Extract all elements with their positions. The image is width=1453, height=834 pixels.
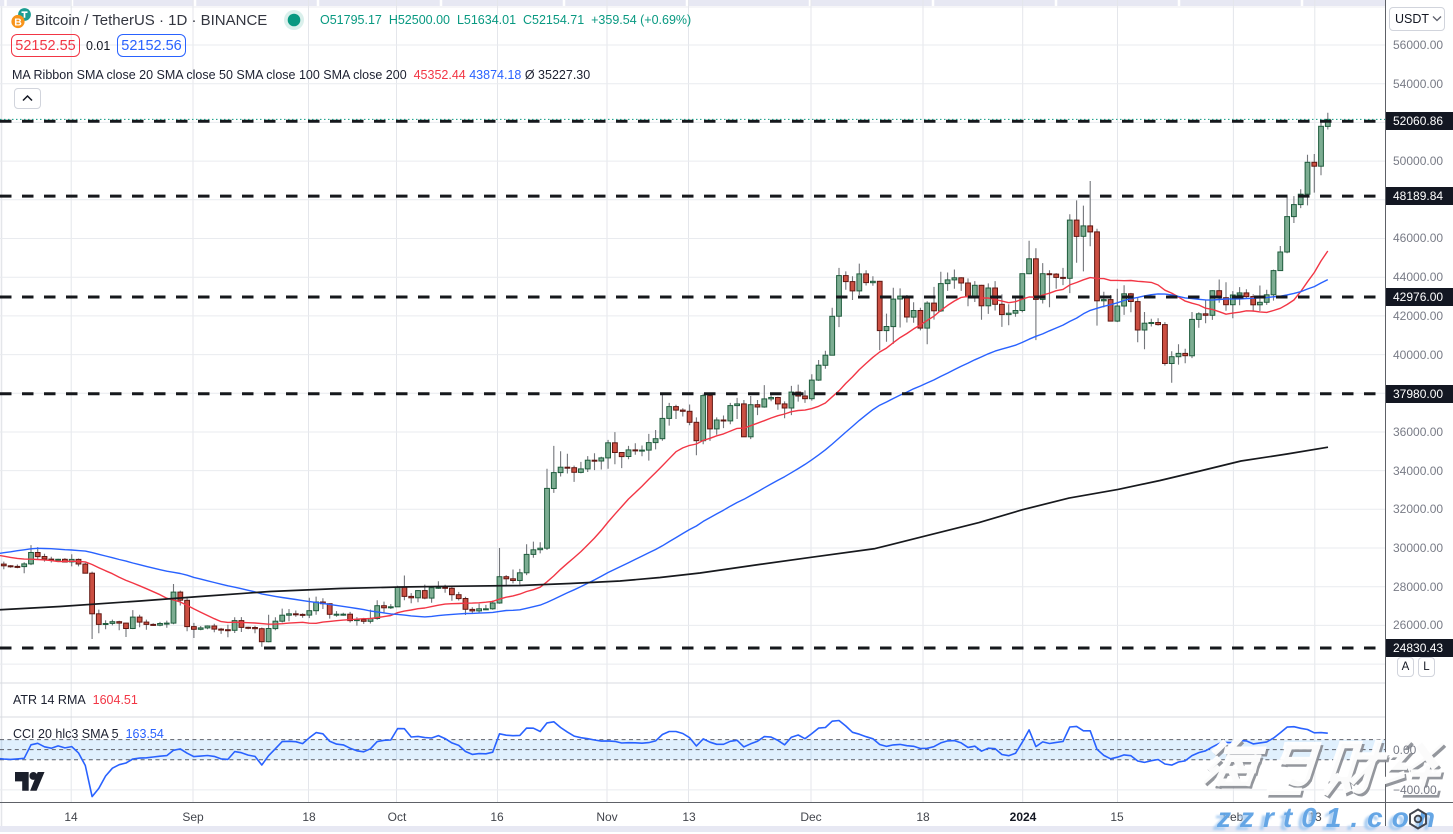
- svg-text:B: B: [14, 17, 22, 29]
